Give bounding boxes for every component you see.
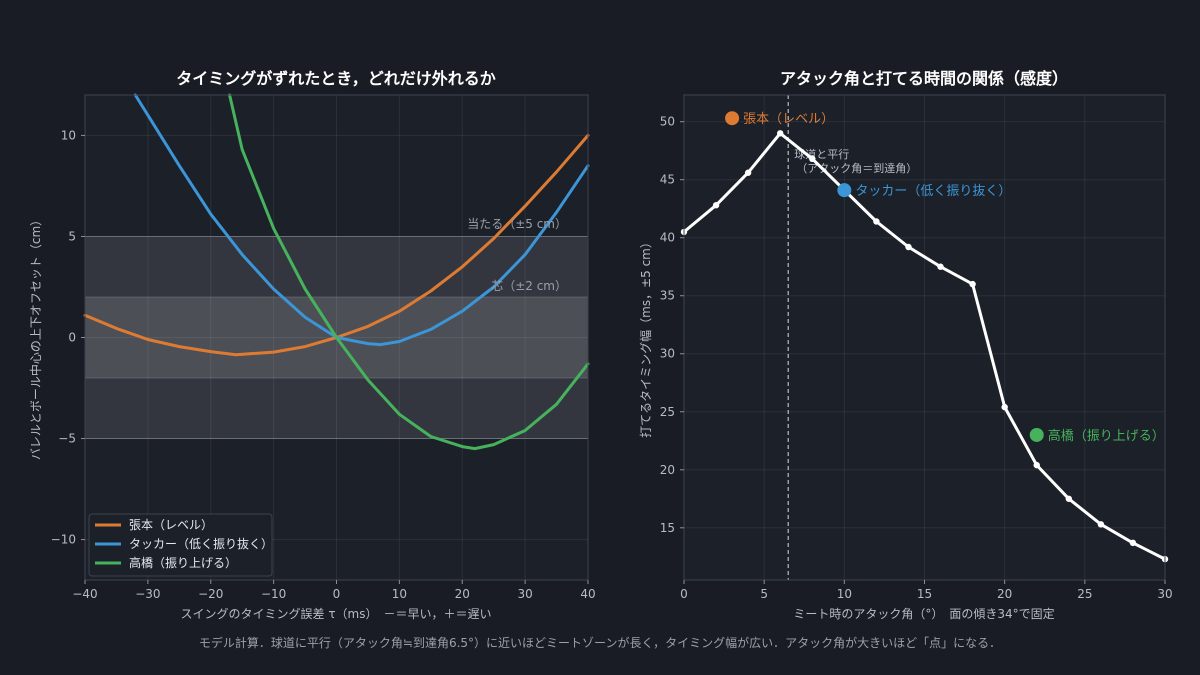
x-axis-label-left: スイングのタイミング誤差 τ（ms） －＝早い，＋＝遅い <box>181 606 492 621</box>
player-label-tucker: タッカー（低く振り抜く） <box>855 183 1011 199</box>
player-marker-harimoto <box>725 111 740 126</box>
plot-area-right <box>684 95 1165 580</box>
x-tick-label: −20 <box>198 587 223 601</box>
legend-item-takahashi: 高橋（振り上げる） <box>95 555 237 570</box>
y-tick-label: 0 <box>68 331 76 345</box>
data-point <box>873 218 880 225</box>
x-tick-label: 30 <box>1157 587 1172 601</box>
x-tick-label: 20 <box>455 587 470 601</box>
y-tick-label: 40 <box>660 231 675 245</box>
reference-line-label: 球道と平行 <box>794 147 849 161</box>
y-axis-label-right: 打てるタイミング幅（ms，±5 cm） <box>638 236 653 438</box>
y-tick-label: 10 <box>61 128 76 142</box>
legend-item-harimoto: 張本（レベル） <box>95 518 213 532</box>
legend-item-tucker: タッカー（低く振り抜く） <box>95 537 273 551</box>
series-line-takahashi <box>228 93 590 451</box>
data-point <box>809 155 816 163</box>
band-label-hit: 当たる（±5 cm） <box>467 217 567 231</box>
player-label-takahashi: 高橋（振り上げる） <box>1048 428 1165 444</box>
x-tick-label: 0 <box>333 587 341 601</box>
y-tick-label: 25 <box>660 405 675 419</box>
legend-label-harimoto: 張本（レベル） <box>129 518 213 532</box>
y-axis-label-left: バレルとボール中心の上下オフセット（cm） <box>28 214 43 460</box>
y-tick-label: 20 <box>660 463 675 477</box>
y-tick-label: 30 <box>660 347 675 361</box>
x-tick-label: −10 <box>261 587 286 601</box>
y-tick-label: 45 <box>660 173 675 187</box>
legend-box <box>88 513 273 577</box>
data-point <box>1033 461 1040 469</box>
series-line-tucker <box>133 93 590 347</box>
data-point <box>969 280 976 288</box>
x-tick-label: 0 <box>680 587 688 601</box>
data-point <box>905 243 912 251</box>
data-point <box>1065 495 1073 502</box>
caption: モデル計算．球道に平行（アタック角≒到達角6.5°）に近いほどミートゾーンが長く… <box>199 635 1001 650</box>
y-tick-label: 50 <box>660 115 675 129</box>
timing-window-line <box>683 131 1166 561</box>
x-tick-label: 5 <box>760 587 768 601</box>
x-tick-label: 10 <box>392 587 407 601</box>
data-point <box>937 263 944 270</box>
y-tick-label: −5 <box>58 432 76 446</box>
reference-line-label: （アタック角＝到達角） <box>796 162 917 175</box>
data-point <box>1001 403 1008 411</box>
x-axis-label-right: ミート時のアタック角（°） 面の傾き34°で固定 <box>793 606 1054 621</box>
player-label-harimoto: 張本（レベル） <box>743 112 834 127</box>
data-point <box>712 202 720 209</box>
y-tick-label: 15 <box>660 521 675 535</box>
data-point <box>744 169 752 176</box>
x-tick-label: 30 <box>517 587 532 601</box>
legend-label-tucker: タッカー（低く振り抜く） <box>129 537 273 551</box>
x-tick-label: −30 <box>135 587 160 601</box>
timing-offset-chart: −40 −30 −20 −10 0 10 20 30 40 −10 −5 0 5 10 タイミングがずれた… <box>28 69 596 621</box>
attack-angle-chart: 球道と平行（アタック角＝到達角） 張本（レベル） タッカー（低く振り抜く） 高橋（振… <box>638 69 1173 621</box>
y-tick-label: −10 <box>51 533 76 547</box>
x-tick-label: 15 <box>917 587 932 601</box>
chart-title-left: タイミングがずれたとき，どれだけ外れるか <box>176 69 496 88</box>
band-label-sweet-spot: 芯（±2 cm） <box>491 279 567 293</box>
legend-label-takahashi: 高橋（振り上げる） <box>129 555 237 570</box>
y-tick-label: 5 <box>68 229 76 243</box>
x-tick-label: 25 <box>1077 587 1092 601</box>
chart-title-right: アタック角と打てる時間の関係（感度） <box>780 69 1068 88</box>
player-marker-tucker <box>837 183 852 198</box>
x-tick-label: −40 <box>72 587 97 601</box>
data-point <box>1097 521 1105 528</box>
x-tick-label: 40 <box>580 587 595 601</box>
legend: 張本（レベル） タッカー（低く振り抜く） 高橋（振り上げる） <box>88 513 273 577</box>
data-point <box>777 130 784 137</box>
x-tick-label: 10 <box>837 587 852 601</box>
player-marker-takahashi <box>1029 427 1044 442</box>
data-point <box>1129 539 1137 547</box>
y-tick-label: 35 <box>660 289 675 303</box>
x-tick-label: 20 <box>997 587 1012 601</box>
